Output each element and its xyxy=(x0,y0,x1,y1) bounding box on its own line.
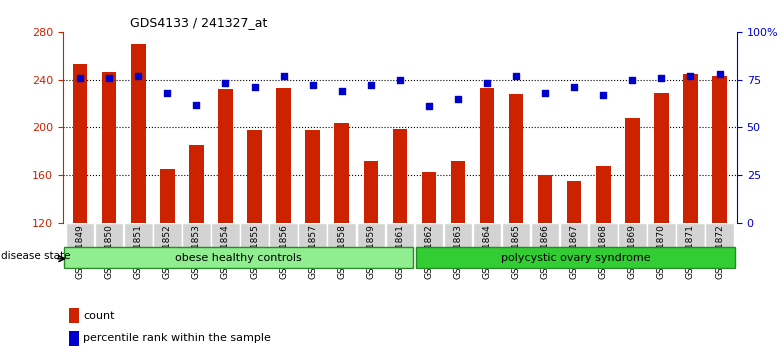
Bar xyxy=(95,223,123,257)
Text: percentile rank within the sample: percentile rank within the sample xyxy=(83,333,270,343)
Point xyxy=(481,81,493,86)
Bar xyxy=(422,172,436,223)
Point xyxy=(597,92,609,98)
Bar xyxy=(131,44,146,223)
FancyBboxPatch shape xyxy=(64,247,413,268)
Point xyxy=(336,88,348,94)
Bar xyxy=(357,223,385,257)
Point xyxy=(365,82,377,88)
Bar xyxy=(589,223,618,257)
Bar xyxy=(70,308,79,323)
Bar xyxy=(182,223,211,257)
Text: disease state: disease state xyxy=(2,251,71,261)
Point xyxy=(713,71,726,77)
Bar xyxy=(502,223,530,257)
Bar xyxy=(299,223,327,257)
Bar xyxy=(276,88,291,223)
Text: polycystic ovary syndrome: polycystic ovary syndrome xyxy=(501,252,651,263)
Bar xyxy=(560,223,589,257)
Bar xyxy=(677,223,705,257)
Bar xyxy=(70,331,79,346)
Bar xyxy=(625,118,640,223)
Bar xyxy=(415,223,443,257)
Point xyxy=(103,75,115,81)
Bar xyxy=(567,181,582,223)
Bar xyxy=(538,175,553,223)
Bar xyxy=(480,88,494,223)
Point xyxy=(307,82,319,88)
Point xyxy=(161,90,173,96)
Bar xyxy=(240,223,269,257)
Bar xyxy=(647,223,676,257)
Bar xyxy=(270,223,298,257)
Bar xyxy=(102,73,117,223)
Bar xyxy=(328,223,356,257)
Bar xyxy=(306,130,320,223)
Bar xyxy=(596,166,611,223)
Bar xyxy=(153,223,182,257)
Point xyxy=(191,102,203,107)
Point xyxy=(249,85,261,90)
Point xyxy=(220,81,232,86)
Bar xyxy=(509,94,524,223)
Bar xyxy=(451,161,465,223)
Bar xyxy=(712,76,727,223)
Point xyxy=(539,90,551,96)
Point xyxy=(423,104,435,109)
Bar xyxy=(364,161,378,223)
Bar xyxy=(66,223,94,257)
Point xyxy=(510,73,522,79)
Point xyxy=(74,75,86,81)
Bar xyxy=(618,223,647,257)
Bar xyxy=(211,223,240,257)
Text: obese healthy controls: obese healthy controls xyxy=(176,252,302,263)
Bar xyxy=(124,223,153,257)
Point xyxy=(568,85,580,90)
Point xyxy=(278,73,290,79)
Bar xyxy=(386,223,414,257)
Bar xyxy=(393,129,407,223)
Bar xyxy=(189,145,204,223)
Point xyxy=(132,73,144,79)
Bar xyxy=(160,169,175,223)
Bar xyxy=(247,130,262,223)
Bar xyxy=(218,89,233,223)
Point xyxy=(394,77,406,82)
FancyBboxPatch shape xyxy=(416,247,735,268)
Bar xyxy=(654,93,669,223)
Text: GDS4133 / 241327_at: GDS4133 / 241327_at xyxy=(130,16,267,29)
Bar xyxy=(473,223,501,257)
Point xyxy=(452,96,464,102)
Bar xyxy=(73,64,88,223)
Bar xyxy=(706,223,734,257)
Bar xyxy=(335,123,349,223)
Text: count: count xyxy=(83,311,114,321)
Point xyxy=(684,73,697,79)
Point xyxy=(626,77,639,82)
Bar xyxy=(531,223,560,257)
Bar xyxy=(683,74,698,223)
Point xyxy=(655,75,668,81)
Bar xyxy=(444,223,472,257)
